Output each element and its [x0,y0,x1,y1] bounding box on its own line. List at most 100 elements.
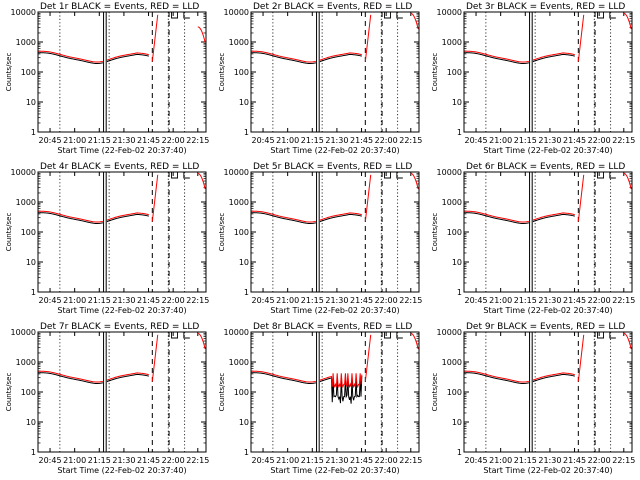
series-lld-line [106,52,149,61]
series-events-line [319,376,363,404]
y-axis-label: Counts/sec [218,53,226,92]
x-tick-label: 21:30 [112,456,135,465]
series-lld-tail [197,26,206,43]
series-events-line [532,373,575,383]
plot-frame [463,331,633,453]
x-tick-label: 20:45 [39,136,62,145]
x-tick-label: 21:30 [325,456,348,465]
x-tick-label: 21:00 [489,456,512,465]
x-axis-label: Start Time (22-Feb-02 20:37:40) [270,466,399,475]
y-tick-label: 1 [457,288,462,297]
plot-frame [37,331,207,453]
panel-title: Det 9r BLACK = Events, RED = LLD [466,322,625,332]
x-tick-label: 21:15 [88,136,111,145]
series-lld-line [37,370,103,383]
x-tick-label: 21:00 [63,296,86,305]
series-lld-line [532,212,575,221]
series-lld-line [319,373,363,389]
x-tick-label: 21:45 [350,296,373,305]
marker-bracket [396,12,403,19]
x-axis-label: Start Time (22-Feb-02 20:37:40) [270,306,399,315]
x-tick-label: 21:30 [538,296,561,305]
series-events-line [319,213,362,223]
detector-panel-1: Det 1r BLACK = Events, RED = LLD Counts/s… [5,2,209,155]
x-tick-label: 21:30 [325,296,348,305]
x-tick-label: 21:00 [63,456,86,465]
y-tick-label: 10000 [11,328,36,337]
series-lld-tail [197,332,206,350]
x-tick-label: 21:45 [137,296,160,305]
plot-frame [250,331,420,453]
y-tick-label: 1 [244,288,249,297]
x-tick-label: 20:45 [252,296,275,305]
y-tick-label: 1000 [442,358,462,367]
y-axis-label: Counts/sec [431,373,439,412]
plot-frame [37,171,207,293]
series-events-line [37,372,103,384]
y-tick-label: 1000 [16,198,36,207]
y-tick-label: 10000 [437,168,462,177]
marker-bracket [183,172,190,179]
x-tick-label: 22:00 [162,456,185,465]
y-tick-label: 1000 [16,358,36,367]
marker-bracket [183,12,190,19]
series-events-line [250,52,316,64]
x-tick-label: 22:15 [186,296,209,305]
series-lld-line [250,50,316,63]
x-tick-label: 21:45 [350,136,373,145]
y-tick-label: 10 [239,418,249,427]
x-tick-label: 22:15 [612,136,635,145]
series-events-line [319,53,362,63]
x-tick-label: 20:45 [465,136,488,145]
x-axis-label: Start Time (22-Feb-02 20:37:40) [270,146,399,155]
x-tick-label: 21:15 [301,456,324,465]
marker-bracket [171,12,178,19]
x-axis-label: Start Time (22-Feb-02 20:37:40) [57,306,186,315]
series-lld-line [106,372,149,381]
y-tick-label: 1 [457,448,462,457]
x-axis-label: Start Time (22-Feb-02 20:37:40) [483,466,612,475]
plot-frame [463,171,633,293]
x-tick-label: 21:45 [137,456,160,465]
x-tick-label: 22:00 [375,296,398,305]
y-tick-label: 100 [447,388,462,397]
series-lld-line [37,210,103,223]
detector-panel-9: Det 9r BLACK = Events, RED = LLD Counts/s… [431,322,635,475]
detector-panel-2: Det 2r BLACK = Events, RED = LLD Counts/s… [218,2,422,155]
x-tick-label: 21:30 [538,456,561,465]
panel-title: Det 3r BLACK = Events, RED = LLD [466,2,625,12]
series-lld-rise [364,174,372,222]
x-tick-label: 21:00 [63,136,86,145]
y-tick-label: 1 [244,128,249,137]
y-tick-label: 100 [234,388,249,397]
series-events-line [106,373,149,383]
detector-panel-7: Det 7r BLACK = Events, RED = LLD Counts/s… [5,322,209,475]
series-events-line [250,372,316,384]
series-lld-rise [577,334,585,382]
x-tick-label: 21:30 [112,136,135,145]
x-axis-label: Start Time (22-Feb-02 20:37:40) [57,466,186,475]
x-tick-label: 21:15 [514,456,537,465]
x-tick-label: 21:45 [137,136,160,145]
x-tick-label: 22:15 [399,136,422,145]
x-tick-label: 20:45 [252,136,275,145]
marker-bracket [609,332,616,339]
y-tick-label: 100 [21,388,36,397]
x-tick-label: 20:45 [39,456,62,465]
plot-frame [250,11,420,133]
panel-title: Det 1r BLACK = Events, RED = LLD [40,2,199,12]
series-events-line [463,372,529,384]
series-lld-tail [410,12,419,30]
marker-bracket [609,172,616,179]
x-axis-label: Start Time (22-Feb-02 20:37:40) [483,146,612,155]
y-tick-label: 1 [31,128,36,137]
series-lld-line [532,372,575,381]
series-lld-line [319,212,362,221]
y-tick-label: 10000 [224,168,249,177]
y-axis-label: Counts/sec [5,213,13,252]
x-tick-label: 22:15 [612,456,635,465]
y-tick-label: 1000 [229,198,249,207]
y-tick-label: 10000 [437,8,462,17]
detector-panel-6: Det 6r BLACK = Events, RED = LLD Counts/s… [431,162,635,315]
